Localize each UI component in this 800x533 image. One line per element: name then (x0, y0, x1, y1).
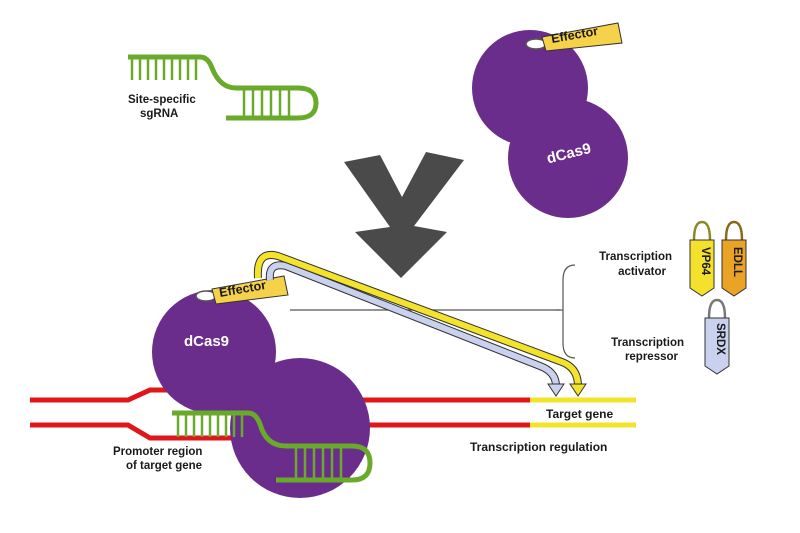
effector-tag-top (525, 22, 623, 52)
sgrna-top (128, 54, 319, 121)
regulation-arrows (253, 251, 587, 397)
vp64-tag (689, 220, 715, 297)
edll-tag (721, 220, 747, 297)
repressor-label-line2: repressor (625, 351, 679, 363)
sgrna-label-line1: Site-specific (128, 94, 196, 106)
sgrna-label-line2: sgRNA (140, 108, 178, 120)
dcas9-bottom (152, 290, 370, 498)
promoter-label-line1: Promoter region (113, 446, 202, 458)
srdx-label: SRDX (714, 323, 726, 355)
sgrna-bottom (172, 410, 373, 483)
transcription-regulation-label: Transcription regulation (470, 440, 607, 454)
repressor-label-line1: Transcription (611, 337, 684, 349)
dcas9-bottom-label: dCas9 (184, 333, 229, 350)
target-gene-label: Target gene (546, 407, 613, 421)
srdx-tag (704, 298, 730, 375)
promoter-label-line2: of target gene (126, 460, 202, 472)
activator-label-line2: activator (618, 266, 666, 278)
edll-label: EDLL (731, 247, 743, 277)
effector-tag-bottom (195, 275, 289, 305)
down-arrow-icon (344, 152, 464, 278)
activator-label-line1: Transcription (599, 251, 672, 263)
dcas9-top (472, 30, 628, 218)
vp64-label: VP64 (699, 247, 711, 276)
